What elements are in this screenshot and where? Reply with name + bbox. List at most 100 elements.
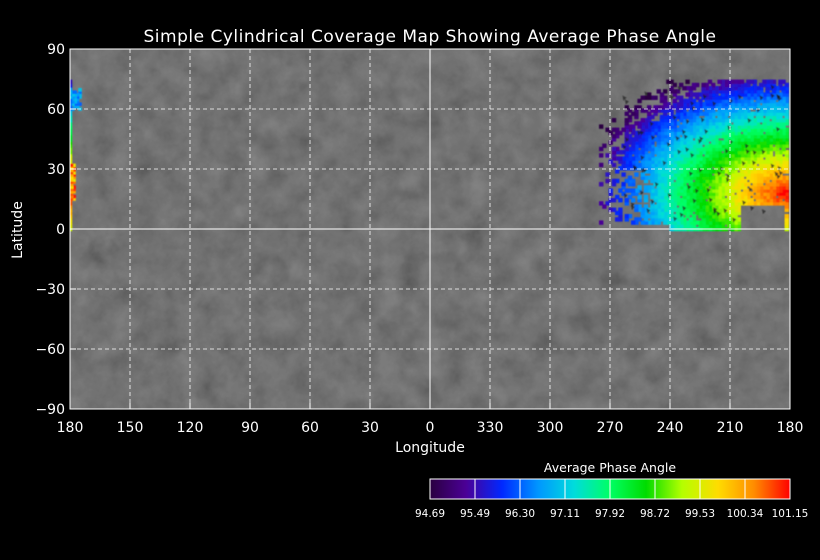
coverage-cell [746,146,751,152]
coverage-cell [691,169,697,174]
coverage-cell [759,159,764,164]
coverage-cell [743,162,748,168]
coverage-cell [675,143,681,148]
coverage-cell [714,194,719,200]
coverage-cell [749,146,754,152]
coverage-cell [669,137,674,142]
coverage-cell [771,185,777,190]
colorbar-tick-label: 95.49 [460,508,490,520]
coverage-cell [679,130,684,136]
coverage-cell [749,156,754,161]
coverage-cell [743,137,748,142]
coverage-cell [723,124,729,129]
coverage-cell [643,214,649,219]
coverage-cell [755,86,761,91]
coverage-cell [666,185,671,190]
coverage-cell [723,159,729,164]
coverage-cell [656,194,661,200]
coverage-cell [707,143,713,148]
coverage-cell [775,130,780,136]
coverage-cell [663,191,668,196]
coverage-cell [691,223,697,228]
coverage-cell [743,95,748,100]
shadow-speck [690,101,695,107]
coverage-cell [72,163,76,168]
coverage-cell [707,220,713,225]
coverage-cell [743,198,748,203]
coverage-cell [771,108,777,113]
coverage-cell [727,185,732,190]
coverage-cell [679,146,684,152]
coverage-cell [736,194,741,200]
coverage-cell [752,166,757,171]
coverage-cell [717,118,722,123]
coverage-cell [759,172,764,177]
coverage-cell [704,182,709,187]
shadow-speck [640,130,645,136]
coverage-cell [714,188,719,193]
coverage-cell [653,210,658,216]
coverage-cell [749,134,754,139]
coverage-cell [647,162,652,168]
coverage-cell [739,175,745,180]
coverage-cell [627,156,633,161]
coverage-cell [720,172,725,177]
coverage-cell [691,127,697,132]
coverage-cell [784,182,789,187]
coverage-cell [717,111,722,116]
coverage-cell [634,140,639,145]
coverage-cell [672,162,677,168]
coverage-cell [730,102,735,107]
coverage-cell [70,137,73,142]
coverage-cell [691,220,697,225]
coverage-cell [643,137,649,142]
coverage-cell [679,102,684,107]
coverage-cell [730,86,735,91]
coverage-cell [723,102,729,107]
coverage-cell [663,118,668,123]
coverage-cell [727,172,732,177]
shadow-speck [779,170,784,176]
coverage-cell [720,118,725,123]
coverage-cell [682,191,687,196]
coverage-cell [688,156,693,161]
coverage-cell [611,146,617,152]
shadow-speck [649,121,654,127]
coverage-cell [643,134,649,139]
coverage-cell [698,127,703,132]
coverage-cell [707,214,713,219]
coverage-cell [730,210,735,216]
coverage-cell [659,121,665,126]
coverage-cell [781,86,786,91]
coverage-cell [704,127,709,132]
coverage-cell [698,92,703,97]
coverage-cell [653,191,658,196]
colorbar-tick-label: 98.72 [640,508,670,520]
coverage-cell [730,82,735,88]
coverage-cell [730,137,735,142]
coverage-cell [675,223,681,228]
coverage-cell [739,201,745,206]
coverage-cell [775,191,780,196]
coverage-cell [618,210,623,216]
coverage-cell [666,217,671,222]
coverage-cell [70,178,74,182]
coverage-cell [781,185,786,190]
coverage-cell [784,191,789,196]
coverage-cell [679,127,684,132]
coverage-cell [775,89,780,94]
coverage-cell [765,102,770,107]
coverage-cell [653,217,658,222]
coverage-cell [688,146,693,152]
coverage-cell [743,114,748,120]
coverage-cell [70,220,73,225]
coverage-cell [679,156,684,161]
coverage-cell [685,185,690,190]
coverage-cell [784,223,789,228]
coverage-cell [730,143,735,148]
coverage-cell [631,143,636,148]
coverage-cell [663,214,668,219]
coverage-cell [707,188,713,193]
coverage-cell [730,214,735,219]
coverage-cell [717,134,722,139]
